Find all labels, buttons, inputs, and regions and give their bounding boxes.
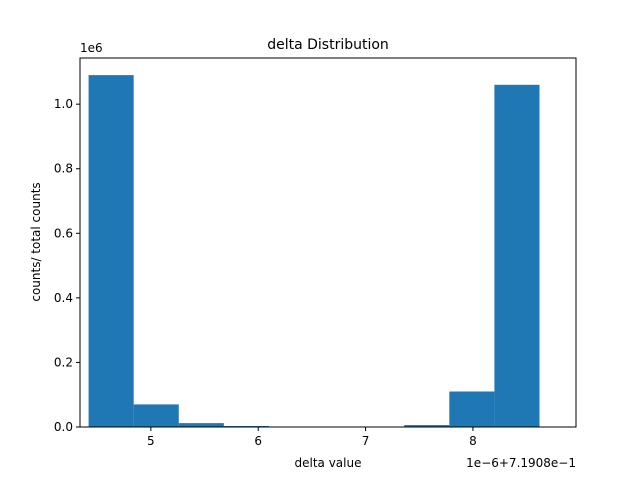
x-tick-label: 6: [254, 434, 262, 448]
x-axis-offset: 1e−6+7.1908e−1: [466, 456, 576, 470]
histogram-bar-9: [449, 391, 495, 427]
plot-frame: [79, 57, 577, 428]
y-tick-label: 0.2: [54, 355, 73, 369]
x-axis-ticks: 5 6 7 8: [147, 427, 477, 448]
histogram-bar-3: [178, 423, 224, 427]
chart-title: delta Distribution: [267, 37, 389, 53]
x-tick-label: 5: [147, 434, 155, 448]
y-axis-label: counts/ total counts: [29, 182, 43, 301]
y-axis-ticks: 0.0 0.2 0.4 0.6 0.8 1.0: [54, 97, 80, 434]
y-axis-multiplier: 1e6: [80, 41, 103, 55]
y-tick-label: 0.8: [54, 162, 73, 176]
histogram-bar-10: [494, 84, 540, 427]
y-tick-label: 1.0: [54, 97, 73, 111]
y-tick-label: 0.6: [54, 226, 73, 240]
histogram-bar-8: [404, 425, 450, 427]
y-tick-label: 0.4: [54, 291, 73, 305]
y-tick-label: 0.0: [54, 420, 73, 434]
histogram-bar-2: [133, 404, 179, 427]
histogram-bars: [88, 75, 540, 428]
x-tick-label: 7: [362, 434, 370, 448]
x-tick-label: 8: [469, 434, 477, 448]
x-axis-label: delta value: [295, 456, 362, 470]
histogram-bar-1: [88, 75, 134, 428]
